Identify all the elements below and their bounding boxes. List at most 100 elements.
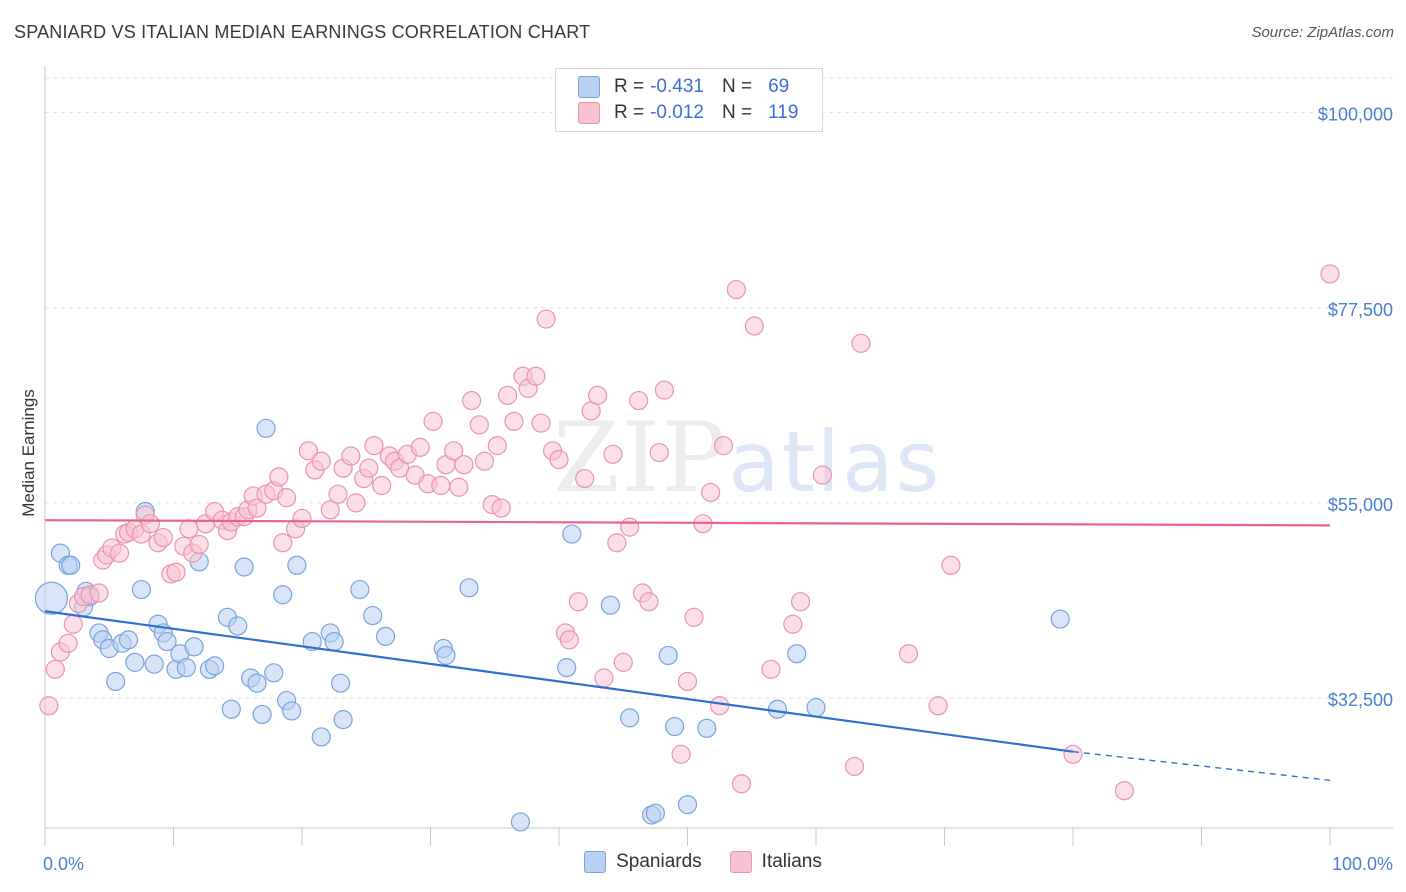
point-italians <box>320 500 340 520</box>
point-italians <box>292 508 312 529</box>
bottom-legend-italians: Italians <box>729 851 822 873</box>
point-spaniards <box>677 794 698 815</box>
point-spaniards <box>131 579 151 600</box>
point-italians <box>1063 744 1083 764</box>
point-spaniards <box>205 656 225 676</box>
point-italians <box>63 614 83 634</box>
legend-r-value-spaniards: -0.431 <box>650 76 704 97</box>
point-italians <box>454 455 474 475</box>
point-italians <box>39 696 59 716</box>
point-italians <box>587 385 608 405</box>
trend-line-italians <box>44 519 1331 527</box>
point-italians <box>276 488 297 508</box>
point-spaniards <box>350 579 370 600</box>
point-italians <box>498 385 518 405</box>
point-spaniards <box>330 673 351 693</box>
point-spaniards <box>273 585 293 605</box>
point-spaniards <box>252 704 272 725</box>
point-italians <box>89 583 109 603</box>
point-italians <box>575 468 595 489</box>
point-italians <box>812 465 833 485</box>
point-italians <box>359 458 379 478</box>
point-spaniards <box>436 645 456 666</box>
point-spaniards <box>234 557 254 577</box>
point-italians <box>744 316 764 336</box>
legend-n-value-spaniards: 69 <box>768 76 790 97</box>
point-italians <box>45 659 65 679</box>
point-italians <box>844 756 865 777</box>
point-italians <box>526 366 546 386</box>
point-italians <box>273 533 293 553</box>
point-spaniards <box>562 524 582 544</box>
point-spaniards <box>144 654 164 674</box>
y-tick-label: $77,500 <box>1328 300 1393 320</box>
point-italians <box>677 671 698 692</box>
point-spaniards <box>176 657 196 678</box>
x-tick-label-min: 0.0% <box>43 854 84 874</box>
point-spaniards <box>324 631 344 652</box>
point-spaniards <box>787 644 807 664</box>
point-italians <box>928 696 948 716</box>
point-italians <box>469 415 489 435</box>
legend-row-spaniards: R = -0.431 N = 69 <box>578 74 789 100</box>
point-spaniards <box>806 697 826 718</box>
y-tick-label: $55,000 <box>1328 495 1393 515</box>
point-italians <box>898 644 919 664</box>
point-spaniards <box>620 708 640 728</box>
point-spaniards <box>697 718 717 738</box>
chart-title: SPANIARD VS ITALIAN MEDIAN EARNINGS CORR… <box>14 22 591 42</box>
point-italians <box>269 467 289 487</box>
legend-r-label: R = <box>614 76 645 97</box>
point-italians <box>166 562 186 582</box>
point-italians <box>462 390 482 411</box>
point-italians <box>761 659 781 679</box>
point-italians <box>491 498 511 518</box>
bottom-legend-swatch-italians <box>729 851 752 873</box>
bottom-legend-swatch-spaniards <box>584 851 607 873</box>
point-italians <box>713 436 734 456</box>
point-italians <box>684 607 704 627</box>
point-italians <box>423 411 443 431</box>
point-italians <box>341 446 361 466</box>
legend-r-label: R = <box>614 102 645 123</box>
point-italians <box>731 774 752 794</box>
point-italians <box>504 411 524 431</box>
point-italians <box>568 592 588 612</box>
legend-n-label: N = <box>721 76 753 97</box>
y-tick-label: $32,500 <box>1328 690 1393 710</box>
point-italians <box>474 451 495 471</box>
point-italians <box>594 668 614 688</box>
point-italians <box>153 527 173 548</box>
point-spaniards <box>264 663 284 683</box>
bottom-legend-label-italians: Italians <box>761 851 822 872</box>
point-italians <box>311 451 331 471</box>
point-spaniards <box>247 673 267 693</box>
point-spaniards <box>363 605 383 626</box>
point-italians <box>58 633 78 653</box>
watermark: ZIPatlas <box>553 402 941 514</box>
point-spaniards <box>375 626 396 646</box>
point-italians <box>109 543 130 563</box>
point-italians <box>607 533 627 553</box>
legend-swatch-italians <box>578 102 600 124</box>
trend-line-extension-spaniards <box>1072 751 1331 782</box>
y-axis-label: Median Earnings <box>19 389 38 517</box>
point-italians <box>629 390 649 411</box>
point-italians <box>140 514 160 534</box>
point-spaniards <box>125 652 145 672</box>
point-italians <box>531 413 551 433</box>
point-italians <box>639 592 659 612</box>
chart-source: Source: ZipAtlas.com <box>1251 24 1394 41</box>
legend-n-value-italians: 119 <box>768 102 799 123</box>
bottom-legend-spaniards: Spaniards <box>584 851 702 873</box>
point-spaniards <box>118 630 139 650</box>
point-italians <box>328 484 348 504</box>
point-spaniards <box>1050 609 1070 629</box>
point-italians <box>649 442 669 463</box>
point-italians <box>189 534 209 555</box>
bottom-legend: Spaniards Italians <box>0 851 1406 873</box>
point-italians <box>613 652 633 672</box>
point-spaniards <box>557 657 577 678</box>
bottom-legend-label-spaniards: Spaniards <box>616 851 702 872</box>
legend-r-value-italians: -0.012 <box>650 102 704 123</box>
